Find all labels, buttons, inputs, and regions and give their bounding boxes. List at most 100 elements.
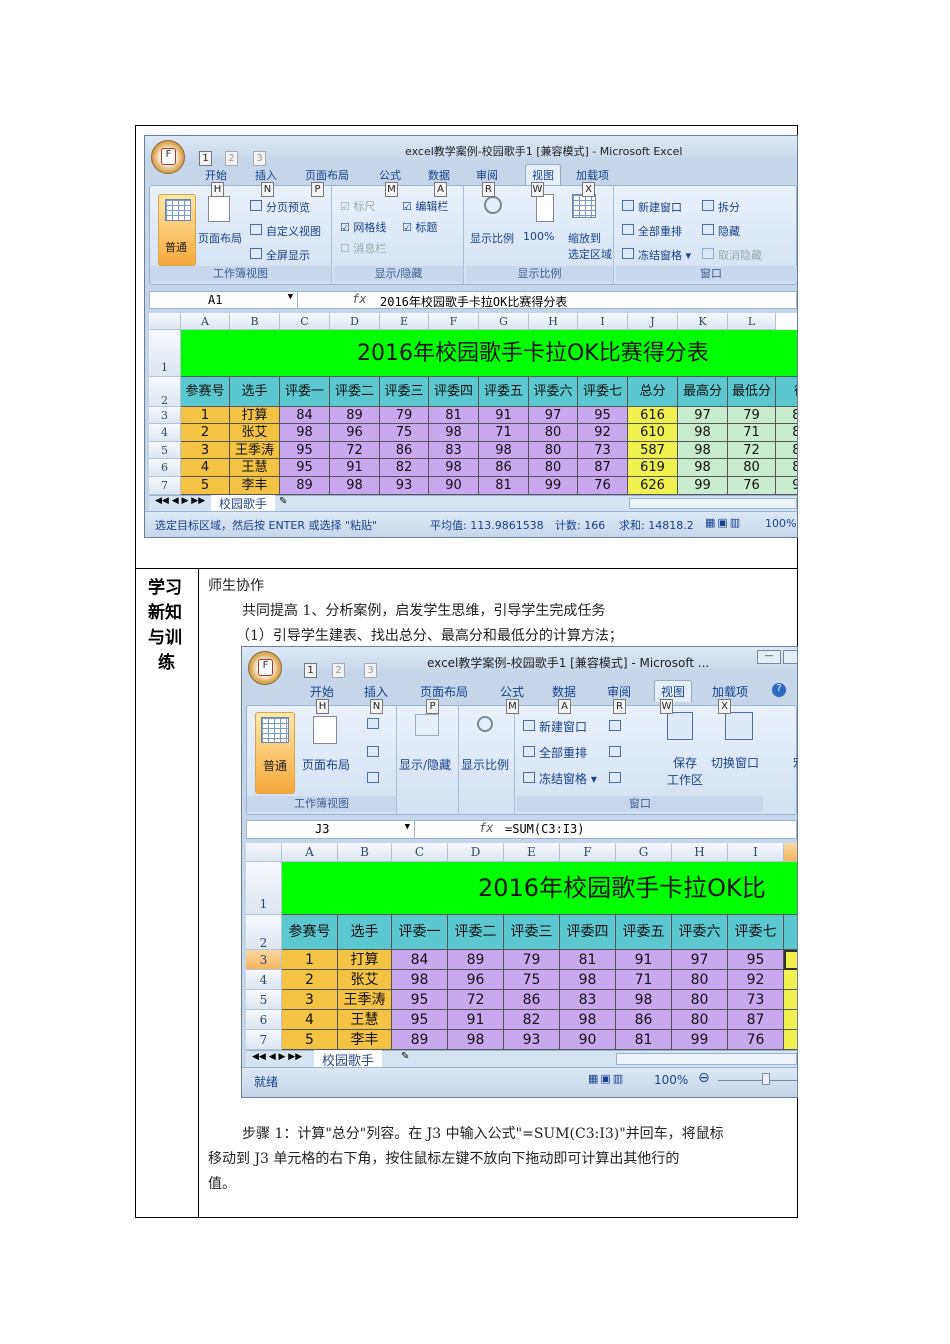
data-cell[interactable]: 91 (479, 407, 529, 424)
data-cell[interactable]: 99 (672, 1030, 728, 1050)
hide-button[interactable]: 隐藏 (718, 225, 740, 238)
sheet-nav-icon[interactable]: ◀◀ ◀ ▶ ▶▶ (252, 1052, 303, 1062)
data-cell[interactable]: 98 (678, 442, 728, 459)
header-cell[interactable]: 评委四 (429, 377, 479, 407)
row-header-3[interactable]: 3 (246, 950, 282, 970)
data-cell[interactable]: 84 (280, 407, 330, 424)
data-cell[interactable]: 90 (776, 477, 797, 495)
data-cell[interactable]: 79 (504, 950, 560, 970)
data-cell[interactable]: 89 (280, 477, 330, 495)
data-cell[interactable]: 80 (529, 442, 578, 459)
new-window-button[interactable]: 新建窗口 (539, 720, 588, 734)
column-header-A[interactable]: A (181, 313, 230, 330)
column-header-C[interactable]: C (392, 843, 448, 862)
data-cell[interactable]: 86 (616, 1010, 672, 1030)
data-cell[interactable]: 82 (504, 1010, 560, 1030)
data-cell[interactable]: 98 (429, 424, 479, 442)
column-header-D[interactable]: D (330, 313, 380, 330)
column-header-D[interactable]: D (448, 843, 504, 862)
tab-7[interactable]: 加载项 (576, 169, 609, 182)
freeze-panes-button[interactable]: 冻结窗格 ▾ (539, 772, 597, 786)
header-cell[interactable]: 评委三 (504, 915, 560, 950)
data-cell[interactable]: 89 (392, 1030, 448, 1050)
column-header-E[interactable]: E (504, 843, 560, 862)
header-cell[interactable]: 选手 (230, 377, 280, 407)
view-buttons[interactable]: ▦▣▥ (705, 516, 743, 529)
office-button[interactable]: F (248, 651, 282, 685)
data-cell[interactable]: 李丰 (338, 1030, 392, 1050)
data-cell[interactable]: 87 (578, 459, 628, 477)
data-cell[interactable]: 88 (776, 407, 797, 424)
horizontal-scrollbar[interactable] (616, 1053, 797, 1065)
data-cell[interactable]: 79 (728, 407, 776, 424)
tab-6[interactable]: 视图 (525, 164, 561, 185)
data-cell[interactable]: 626 (628, 477, 678, 495)
data-cell[interactable]: 98 (678, 459, 728, 477)
data-cell[interactable]: 王季涛 (338, 990, 392, 1010)
ruler-checkbox[interactable]: ☑ 标尺 (340, 200, 376, 213)
page-layout-button[interactable]: 页面布局 (198, 232, 242, 245)
data-cell[interactable]: 81 (479, 477, 529, 495)
tab-5[interactable]: 审阅 (476, 169, 498, 182)
data-cell[interactable]: 619 (628, 459, 678, 477)
data-cell[interactable]: 72 (728, 442, 776, 459)
data-cell[interactable]: 75 (504, 970, 560, 990)
minimize-button[interactable]: — (757, 650, 781, 664)
data-cell[interactable]: 95 (728, 950, 784, 970)
data-cell[interactable]: 616 (628, 407, 678, 424)
data-cell[interactable]: 610 (628, 424, 678, 442)
data-cell[interactable]: 99 (529, 477, 578, 495)
data-cell[interactable]: 97 (672, 950, 728, 970)
data-cell[interactable]: 99 (678, 477, 728, 495)
office-button[interactable]: F (151, 140, 185, 174)
column-header-E[interactable]: E (380, 313, 429, 330)
data-cell[interactable]: 王慧 (230, 459, 280, 477)
header-cell[interactable]: 评委四 (560, 915, 616, 950)
data-cell[interactable]: 92 (578, 424, 628, 442)
tab-0[interactable]: 开始 (205, 169, 227, 182)
header-cell-partial[interactable] (784, 915, 797, 950)
row-header-6[interactable]: 6 (149, 459, 181, 477)
tab-4[interactable]: 数据 (428, 169, 450, 182)
column-header-H[interactable]: H (529, 313, 578, 330)
sheet-nav-icon[interactable]: ◀◀ ◀ ▶ ▶▶ (155, 496, 206, 506)
data-cell[interactable]: 86 (380, 442, 429, 459)
row-header-3[interactable]: 3 (149, 407, 181, 424)
header-cell[interactable]: 得 (776, 377, 797, 407)
data-cell[interactable]: 98 (429, 459, 479, 477)
zoom-out-icon[interactable]: ⊖ (698, 1070, 710, 1086)
data-cell[interactable]: 91 (616, 950, 672, 970)
data-cell[interactable]: 95 (280, 442, 330, 459)
data-cell[interactable]: 80 (529, 459, 578, 477)
column-header-B[interactable]: B (338, 843, 392, 862)
formula-input[interactable]: 2016年校园歌手卡拉OK比赛得分表 (380, 295, 568, 309)
qat-key-2[interactable]: 2 (225, 151, 238, 166)
qat-key-2[interactable]: 2 (332, 663, 345, 678)
data-cell[interactable]: 98 (616, 990, 672, 1010)
tab-4[interactable]: 数据 (552, 685, 577, 699)
select-all-corner[interactable] (246, 843, 282, 862)
qat-key-3[interactable]: 3 (364, 663, 377, 678)
data-cell[interactable]: 91 (448, 1010, 504, 1030)
save-workspace-button[interactable]: 保存 工作区 (667, 756, 704, 787)
tab-3[interactable]: 公式 (379, 169, 401, 182)
data-cell[interactable]: 88 (776, 459, 797, 477)
zoom-100-button[interactable]: 100% (523, 230, 555, 243)
data-cell[interactable]: 587 (628, 442, 678, 459)
data-cell[interactable]: 93 (504, 1030, 560, 1050)
header-cell[interactable]: 选手 (338, 915, 392, 950)
tab-5[interactable]: 审阅 (607, 685, 632, 699)
qat-key-1[interactable]: 1 (304, 663, 317, 678)
data-cell[interactable]: 张艾 (338, 970, 392, 990)
header-cell[interactable]: 评委七 (578, 377, 628, 407)
zoom-level[interactable]: 100% (765, 517, 797, 530)
data-cell[interactable]: 1 (181, 407, 230, 424)
header-cell[interactable]: 参赛号 (282, 915, 338, 950)
header-cell[interactable]: 评委二 (330, 377, 380, 407)
data-cell[interactable]: 5 (282, 1030, 338, 1050)
zoom-button[interactable]: 显示比例 (461, 758, 510, 772)
column-header-C[interactable]: C (280, 313, 330, 330)
data-cell[interactable]: 83 (429, 442, 479, 459)
data-cell[interactable]: 89 (448, 950, 504, 970)
header-cell[interactable]: 评委五 (479, 377, 529, 407)
